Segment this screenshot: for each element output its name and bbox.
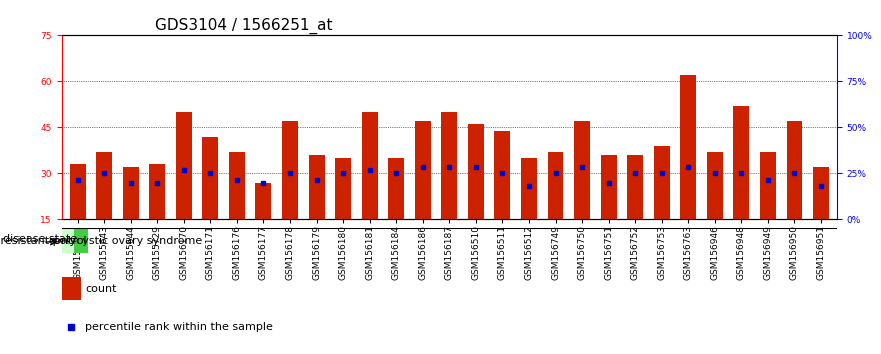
Text: percentile rank within the sample: percentile rank within the sample (85, 322, 273, 332)
Bar (62, 277, 81, 300)
Bar (654, 146, 670, 266)
Bar (574, 121, 590, 266)
Text: disease state: disease state (4, 234, 78, 245)
Bar (122, 167, 138, 266)
Bar (521, 158, 537, 266)
Bar (733, 106, 750, 266)
Bar (813, 167, 829, 266)
Bar (441, 112, 457, 266)
Bar (415, 121, 431, 266)
Bar (308, 155, 324, 266)
Bar (627, 155, 643, 266)
Bar (468, 124, 484, 266)
Bar (707, 152, 722, 266)
Bar (149, 164, 166, 266)
Bar (389, 158, 404, 266)
Bar (680, 75, 696, 266)
Bar (282, 121, 298, 266)
FancyBboxPatch shape (62, 228, 74, 253)
Text: count: count (85, 284, 116, 293)
Text: GDS3104 / 1566251_at: GDS3104 / 1566251_at (155, 18, 332, 34)
Bar (203, 137, 218, 266)
Text: control: control (48, 236, 87, 246)
FancyBboxPatch shape (74, 228, 88, 253)
Bar (787, 121, 803, 266)
Bar (70, 164, 85, 266)
Bar (176, 112, 192, 266)
Bar (255, 183, 271, 266)
Bar (548, 152, 564, 266)
Bar (96, 152, 112, 266)
Bar (601, 155, 617, 266)
Bar (335, 158, 351, 266)
Bar (494, 131, 510, 266)
Text: insulin-resistant polycystic ovary syndrome: insulin-resistant polycystic ovary syndr… (0, 236, 202, 246)
Bar (362, 112, 378, 266)
Bar (229, 152, 245, 266)
Bar (760, 152, 776, 266)
